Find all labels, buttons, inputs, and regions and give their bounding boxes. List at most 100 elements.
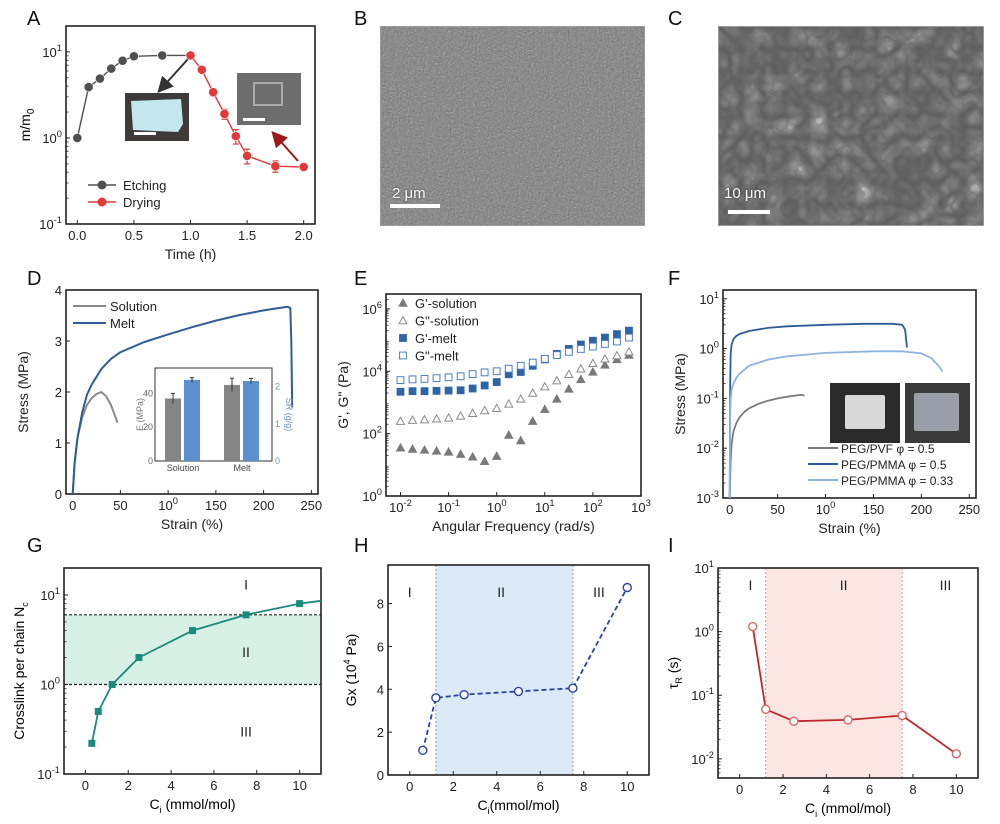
data-point-tau: [747, 621, 758, 632]
data-point-gsolution: [527, 416, 538, 425]
region-label-iii: III: [940, 577, 952, 593]
y-axis-title: τR (s): [665, 657, 684, 689]
x-tick-label: 2: [779, 782, 786, 797]
data-point-etching: [106, 63, 117, 74]
sem-image-c: 10 μm: [718, 26, 984, 226]
data-point-gmelt: [408, 387, 417, 396]
data-point-gmelt: [456, 386, 465, 395]
x-tick-label: 10-2: [389, 498, 412, 515]
legend-marker: [399, 351, 407, 360]
data-point-gsolution: [443, 446, 454, 456]
x-axis-title: Strain (%): [161, 516, 223, 532]
legend-label: G'-melt: [415, 331, 457, 346]
data-point-nc: [88, 739, 96, 747]
data-point-gmelt: [601, 340, 609, 348]
arrow-to-etched: [157, 58, 189, 93]
y-tick-label: 100: [699, 340, 719, 357]
scale-bar-b: [390, 204, 440, 208]
data-point-gsolution: [479, 456, 490, 465]
data-point-gmelt: [444, 386, 453, 395]
region-ii-shading: [64, 614, 321, 685]
panel-letter-i: I: [668, 535, 674, 557]
x-tick-label: 50: [770, 502, 784, 517]
data-point-gmelt: [564, 347, 573, 356]
sem-texture-b: [381, 27, 644, 225]
legend-marker: [398, 297, 408, 307]
sem-texture-c: [719, 27, 983, 225]
legend-label: Drying: [123, 195, 161, 210]
data-point-gmelt: [480, 381, 489, 390]
y-tick-label: 2: [377, 725, 384, 740]
x-tick-label: 2: [450, 779, 457, 794]
data-point-gmelt: [492, 378, 501, 386]
data-point-gmelt: [468, 370, 477, 379]
data-point-etching: [129, 51, 139, 62]
data-point-gsolution: [563, 369, 574, 378]
y-axis-title: Stress (MPa): [672, 353, 688, 435]
data-point-gmelt: [420, 387, 429, 396]
series-line: [728, 350, 944, 499]
legend-marker: [97, 180, 107, 190]
data-point-drying: [230, 131, 241, 142]
legend-marker: [398, 315, 408, 325]
panel-letter-c: C: [668, 8, 683, 30]
data-point-gsolution: [624, 346, 634, 356]
data-point-gsolution: [527, 388, 538, 397]
data-point-drying: [208, 87, 219, 98]
y-tick-label: 3: [55, 334, 62, 349]
x-tick-label: 250: [300, 498, 322, 513]
data-point-gmelt: [601, 333, 609, 342]
data-point-gmelt: [504, 364, 513, 373]
data-point-gsolution: [455, 410, 466, 420]
series-line-solution: [71, 391, 119, 495]
x-tick-label: 4: [167, 778, 174, 793]
y-tick-label: 2: [55, 385, 62, 400]
data-point-gsolution: [419, 444, 430, 454]
data-point-tau: [843, 715, 853, 725]
y-tick-label: 100: [694, 623, 714, 640]
inset-left-tick-label: 20: [143, 422, 153, 432]
data-point-gmelt: [540, 354, 549, 363]
x-tick-label: 0: [406, 779, 413, 794]
legend-label: PEG/PVF φ = 0.5: [841, 442, 935, 456]
y-tick-label: 101: [694, 559, 714, 576]
data-point-nc: [189, 627, 196, 635]
x-tick-label: 150: [205, 498, 227, 513]
y-tick-label: 101: [42, 43, 62, 60]
data-point-gx: [513, 686, 524, 697]
y-axis-title: m/m0: [17, 108, 37, 141]
y-axis-title: Gx (104 Pa): [342, 634, 359, 707]
sample-etched: [131, 99, 183, 132]
inset-left-axis-title: E (MPa): [135, 398, 145, 431]
data-point-etching: [157, 50, 168, 61]
legend-label: PEG/PMMA φ = 0.33: [841, 474, 953, 488]
axes-frame-h: [387, 564, 650, 776]
x-tick-label: 1.0: [181, 228, 199, 243]
x-tick-label: 150: [863, 502, 885, 517]
data-point-gsolution: [515, 393, 526, 403]
data-point-nc: [108, 680, 116, 688]
x-tick-label: 103: [631, 498, 651, 515]
panel-letter-d: D: [27, 268, 42, 290]
inset-left-tick-label: 0: [148, 456, 153, 466]
y-axis-title: Crosslink per chain Nc: [11, 602, 30, 740]
data-point-gmelt: [396, 376, 405, 385]
y-tick-label: 10-1: [37, 765, 60, 782]
x-tick-label: 6: [866, 782, 873, 797]
inset-photo-dried: [237, 73, 301, 125]
data-point-gsolution: [600, 353, 610, 363]
x-tick-label: 4: [493, 779, 500, 794]
x-tick-label: 10: [949, 782, 963, 797]
scale-label-c: 10 μm: [724, 185, 766, 202]
y-tick-label: 101: [699, 290, 719, 307]
data-point-gmelt: [588, 342, 597, 351]
axes-frame-f: [722, 289, 977, 499]
data-point-gsolution: [431, 413, 442, 423]
x-axis-title: Strain (%): [818, 520, 880, 536]
x-tick-label: 8: [580, 779, 587, 794]
x-tick-label: 6: [537, 779, 544, 794]
y-tick-label: 4: [55, 283, 62, 298]
data-point-gmelt: [625, 333, 633, 342]
sample-pmma: [914, 393, 959, 431]
y-tick-label: 10-2: [691, 750, 714, 767]
